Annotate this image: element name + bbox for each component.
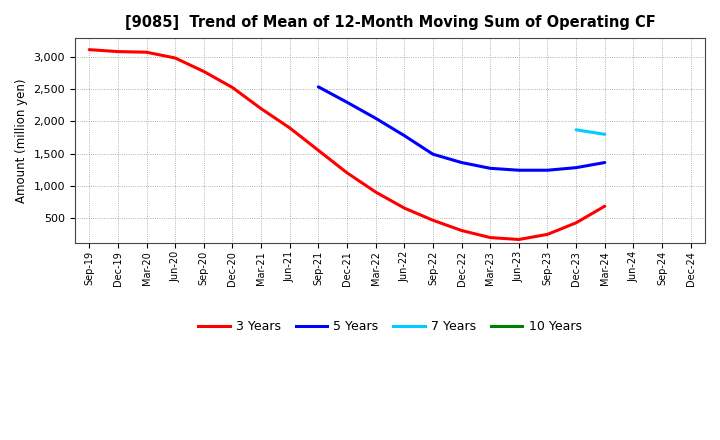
- 7 Years: [572, 127, 580, 132]
- 3 Years: [171, 55, 179, 61]
- 3 Years: [400, 205, 408, 211]
- 3 Years: [457, 228, 466, 233]
- 3 Years: [114, 49, 122, 54]
- 5 Years: [400, 133, 408, 138]
- Y-axis label: Amount (million yen): Amount (million yen): [15, 78, 28, 203]
- 3 Years: [85, 47, 94, 52]
- Legend: 3 Years, 5 Years, 7 Years, 10 Years: 3 Years, 5 Years, 7 Years, 10 Years: [194, 315, 587, 338]
- 3 Years: [428, 218, 437, 223]
- Line: 5 Years: 5 Years: [318, 87, 605, 170]
- 3 Years: [486, 235, 495, 240]
- 3 Years: [515, 237, 523, 242]
- 3 Years: [572, 220, 580, 225]
- 3 Years: [142, 50, 150, 55]
- 5 Years: [314, 84, 323, 89]
- 3 Years: [343, 170, 351, 176]
- 5 Years: [572, 165, 580, 170]
- Line: 7 Years: 7 Years: [576, 130, 605, 134]
- 3 Years: [199, 69, 208, 74]
- 5 Years: [600, 160, 609, 165]
- 3 Years: [285, 125, 294, 131]
- 7 Years: [600, 132, 609, 137]
- 3 Years: [228, 85, 237, 90]
- 3 Years: [372, 189, 380, 194]
- 3 Years: [600, 203, 609, 209]
- 5 Years: [486, 165, 495, 171]
- 5 Years: [343, 99, 351, 105]
- 3 Years: [543, 232, 552, 237]
- 5 Years: [372, 116, 380, 121]
- 3 Years: [314, 148, 323, 153]
- 3 Years: [257, 106, 266, 111]
- 5 Years: [428, 151, 437, 157]
- Line: 3 Years: 3 Years: [89, 50, 605, 239]
- Title: [9085]  Trend of Mean of 12-Month Moving Sum of Operating CF: [9085] Trend of Mean of 12-Month Moving …: [125, 15, 655, 30]
- 5 Years: [543, 168, 552, 173]
- 5 Years: [457, 160, 466, 165]
- 5 Years: [515, 168, 523, 173]
